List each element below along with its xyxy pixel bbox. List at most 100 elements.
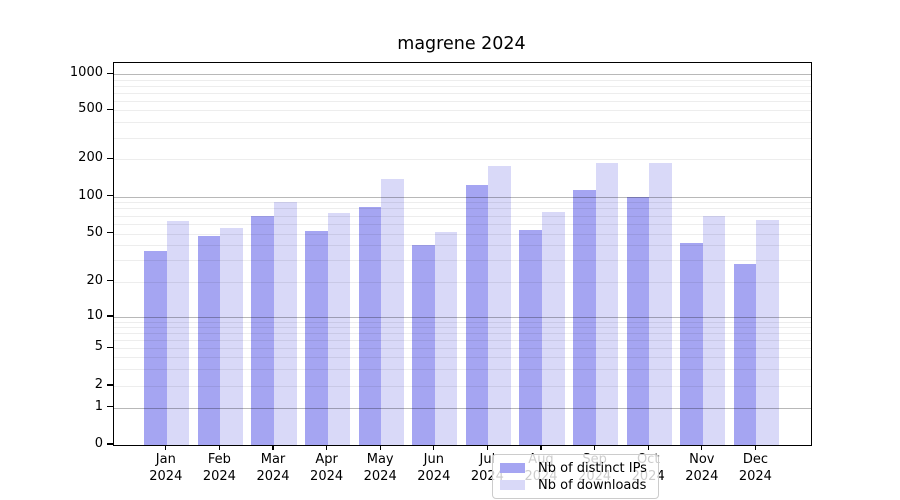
y-tick-label-10: 10 [86,307,103,323]
y-tick-mark-50 [107,231,113,234]
gridline-minor-2 [114,385,811,387]
gridline-minor-40 [114,245,811,247]
x-tick-mark-oct [647,445,649,451]
bar-downloads-mar [274,201,297,445]
legend: Nb of distinct IPs Nb of downloads [492,454,659,499]
legend-swatch-distinct-ips [500,463,525,473]
gridline-minor-6 [114,340,811,342]
gridline-minor-200 [114,159,811,161]
gridline-minor-3 [114,369,811,371]
x-tick-mark-apr [325,445,328,451]
y-tick-mark-1000 [107,72,113,74]
bar-downloads-sep [595,163,619,445]
plot-area: Nb of distinct IPs Nb of downloads [113,62,812,499]
y-tick-mark-500 [107,108,113,110]
bar-distinct-ips-dec [733,264,757,445]
x-tick-mark-sep [593,445,596,451]
bar-downloads-feb [220,227,244,445]
y-tick-mark-20 [107,279,113,282]
y-tick-label-50: 50 [86,224,103,240]
y-tick-mark-0 [107,443,113,445]
x-tick-label-nov: Nov 2024 [685,452,719,484]
y-tick-label-1000: 1000 [69,65,103,81]
legend-entry-distinct-ips: Nb of distinct IPs [500,460,658,477]
y-tick-label-100: 100 [78,187,103,203]
bar-downloads-jan [166,221,190,445]
x-tick-label-jan: Jan 2024 [149,452,183,484]
gridline-minor-500 [114,110,811,112]
gridline-minor-30 [114,260,811,262]
x-tick-mark-feb [218,445,221,451]
x-tick-label-mar: Mar 2024 [256,452,290,484]
bar-distinct-ips-oct [626,197,650,445]
gridline-minor-7 [114,333,811,335]
x-tick-mark-mar [272,445,274,451]
x-tick-label-dec: Dec 2024 [738,452,772,484]
y-tick-mark-200 [107,157,113,159]
gridline-minor-9 [114,321,811,323]
bar-distinct-ips-jan [144,250,167,445]
bar-downloads-dec [756,219,780,445]
legend-entry-downloads: Nb of downloads [500,477,658,494]
bar-downloads-oct [649,162,672,445]
bar-distinct-ips-feb [197,235,221,445]
x-tick-mark-dec [754,445,757,451]
bar-downloads-may [381,178,404,445]
gridline-minor-90 [114,202,811,204]
bar-downloads-aug [542,211,565,445]
y-tick-label-200: 200 [78,150,103,166]
gridline-minor-700 [114,92,811,94]
bar-distinct-ips-nov [680,242,703,445]
y-tick-label-20: 20 [86,272,103,288]
gridline-major-1000 [114,74,811,76]
gridline-minor-8 [114,327,811,329]
x-tick-label-apr: Apr 2024 [310,452,344,484]
bar-distinct-ips-jul [465,184,489,445]
y-tick-mark-100 [107,194,113,197]
gridline-minor-20 [114,281,811,283]
x-tick-label-may: May 2024 [363,452,397,484]
gridline-minor-50 [114,233,811,235]
gridline-minor-800 [114,85,811,87]
y-tick-mark-1 [107,405,113,408]
y-tick-mark-2 [107,384,113,386]
gridline-minor-400 [114,122,811,124]
y-tick-label-2: 2 [94,376,103,392]
y-tick-mark-10 [107,315,113,317]
bar-distinct-ips-aug [519,229,542,445]
gridline-major-10 [114,316,811,318]
x-tick-mark-jun [433,445,435,451]
x-tick-mark-aug [540,445,542,451]
bar-downloads-jun [434,231,458,445]
x-tick-label-jun: Jun 2024 [417,452,451,484]
bar-downloads-nov [702,216,726,445]
bar-distinct-ips-apr [304,230,328,445]
x-tick-label-feb: Feb 2024 [202,452,236,484]
bar-distinct-ips-mar [251,216,274,445]
chart-title: magrene 2024 [397,34,526,54]
x-tick-mark-nov [701,445,703,451]
legend-label-distinct-ips: Nb of distinct IPs [538,460,647,476]
x-tick-mark-jan [165,445,167,451]
x-tick-mark-jul [486,445,489,451]
gridline-minor-70 [114,215,811,217]
y-tick-label-500: 500 [78,101,103,117]
legend-label-downloads: Nb of downloads [538,477,647,493]
bar-distinct-ips-may [358,207,382,445]
bar-distinct-ips-sep [572,189,596,445]
y-tick-label-1: 1 [94,398,103,414]
bar-downloads-jul [488,166,512,445]
bar-downloads-apr [327,213,351,445]
gridline-minor-80 [114,208,811,210]
gridline-minor-900 [114,79,811,81]
gridline-minor-300 [114,137,811,139]
y-tick-mark-5 [107,346,113,348]
gridline-minor-600 [114,100,811,102]
bar-distinct-ips-jun [412,245,435,445]
gridline-major-100 [114,196,811,198]
gridline-minor-60 [114,223,811,225]
y-tick-label-5: 5 [94,339,103,355]
y-tick-label-0: 0 [94,436,103,451]
gridline-major-1 [114,407,811,409]
